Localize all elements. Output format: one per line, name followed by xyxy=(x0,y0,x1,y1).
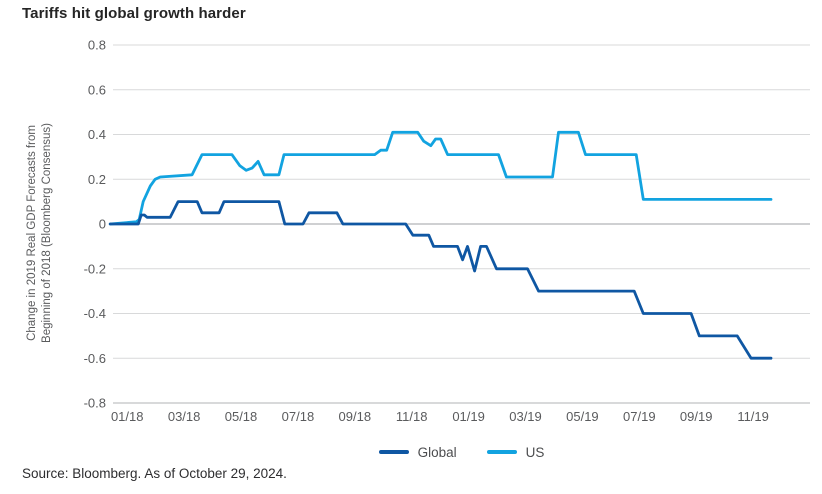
svg-text:07/19: 07/19 xyxy=(623,409,656,424)
legend-label-global: Global xyxy=(417,444,457,460)
svg-text:11/18: 11/18 xyxy=(396,409,428,424)
svg-text:09/19: 09/19 xyxy=(680,409,713,424)
svg-text:05/18: 05/18 xyxy=(225,409,258,424)
us-line-swatch xyxy=(486,450,517,454)
svg-text:0: 0 xyxy=(99,217,106,232)
svg-text:0.2: 0.2 xyxy=(88,172,106,187)
svg-text:0.4: 0.4 xyxy=(88,127,106,142)
svg-text:11/19: 11/19 xyxy=(737,409,769,424)
global-line-swatch xyxy=(378,450,409,454)
svg-text:0.6: 0.6 xyxy=(88,82,106,97)
chart-legend: Global US xyxy=(113,443,810,461)
svg-text:03/19: 03/19 xyxy=(509,409,542,424)
svg-text:03/18: 03/18 xyxy=(168,409,201,424)
legend-item-global: Global xyxy=(378,444,457,460)
svg-text:07/18: 07/18 xyxy=(282,409,315,424)
legend-label-us: US xyxy=(525,444,545,460)
svg-text:01/19: 01/19 xyxy=(452,409,485,424)
svg-text:-0.2: -0.2 xyxy=(84,261,106,276)
chart-title: Tariffs hit global growth harder xyxy=(22,5,246,22)
svg-text:-0.4: -0.4 xyxy=(84,306,106,321)
source-note: Source: Bloomberg. As of October 29, 202… xyxy=(22,466,287,481)
svg-text:-0.8: -0.8 xyxy=(84,396,106,411)
svg-text:05/19: 05/19 xyxy=(566,409,599,424)
svg-text:-0.6: -0.6 xyxy=(84,351,106,366)
svg-text:09/18: 09/18 xyxy=(339,409,372,424)
svg-text:01/18: 01/18 xyxy=(111,409,144,424)
svg-text:0.8: 0.8 xyxy=(88,38,106,53)
legend-item-us: US xyxy=(486,444,545,460)
